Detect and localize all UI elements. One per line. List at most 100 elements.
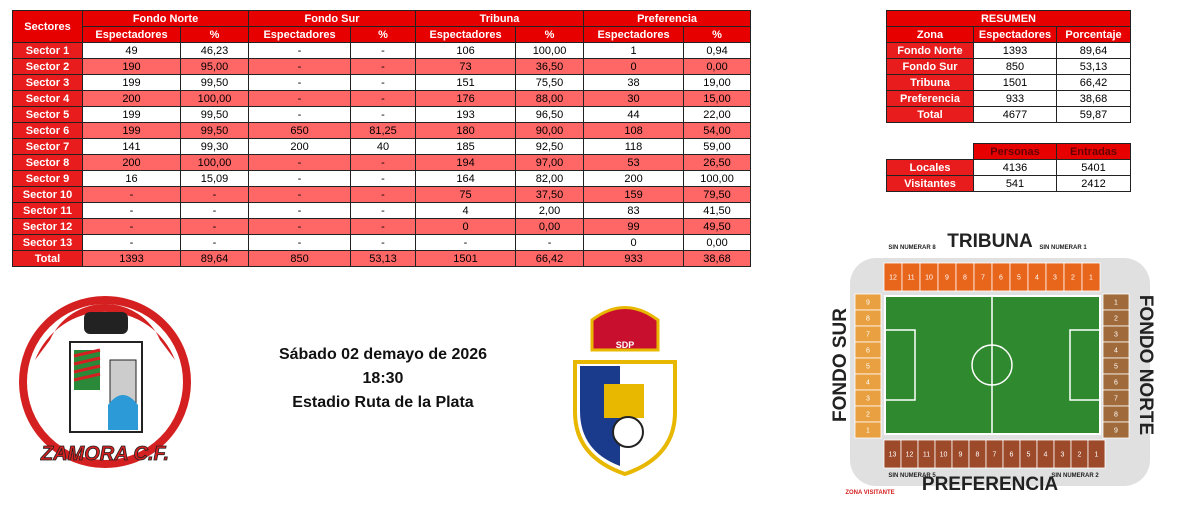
cell: - — [179, 218, 250, 235]
header-row: Personas Entradas — [886, 143, 1131, 160]
cell: - — [350, 234, 417, 251]
header-row: RESUMEN — [886, 10, 1131, 27]
cell: 0 — [583, 234, 685, 251]
sector-number: 7 — [1114, 396, 1118, 403]
row-label: Total — [12, 250, 83, 267]
row-label: Fondo Sur — [886, 58, 974, 75]
cell: 4677 — [973, 106, 1057, 123]
stand-sector — [854, 293, 882, 311]
sector-number: 9 — [866, 300, 870, 307]
stand-sector — [919, 262, 939, 292]
sub-header: Espectadores — [248, 26, 352, 43]
stand-sector — [854, 405, 882, 423]
stand-label: FONDO SUR — [830, 308, 851, 422]
crest-crown — [590, 306, 660, 352]
cell: 30 — [583, 90, 685, 107]
cell: 96,50 — [515, 106, 585, 123]
cell: 49,50 — [683, 218, 752, 235]
cell: 4136 — [973, 159, 1057, 176]
cell: 200 — [82, 154, 181, 171]
cell: - — [82, 234, 181, 251]
stand-sector — [1053, 439, 1072, 469]
cell: 190 — [82, 58, 181, 75]
group-header: Tribuna — [415, 10, 585, 27]
cell: 4 — [415, 202, 517, 219]
sub-header: % — [179, 26, 250, 43]
cell: - — [248, 154, 352, 171]
sector-number: 12 — [906, 452, 914, 459]
match-venue: Estadio Ruta de la Plata — [292, 394, 474, 411]
match-time: 18:30 — [362, 370, 404, 387]
cell: - — [248, 90, 352, 107]
cell: - — [248, 106, 352, 123]
cell: 2,00 — [515, 202, 585, 219]
cell: 37,50 — [515, 186, 585, 203]
cell: 54,00 — [683, 122, 752, 139]
stand-sector — [1087, 439, 1106, 469]
cell: - — [248, 42, 352, 59]
cell: 95,00 — [179, 58, 250, 75]
cell: 100,00 — [515, 42, 585, 59]
row: Preferencia 933 38,68 — [886, 90, 1131, 107]
stand-sector — [883, 262, 903, 292]
cell: 200 — [82, 90, 181, 107]
stand-sector — [1102, 357, 1130, 375]
stand-sector — [1045, 262, 1065, 292]
cell: - — [350, 74, 417, 91]
sector-number: 1 — [1089, 275, 1093, 282]
cell: 99,50 — [179, 74, 250, 91]
header-row: Espectadores% Espectadores% Espectadores% E… — [13, 26, 752, 43]
cell: - — [350, 202, 417, 219]
sector-number: 7 — [866, 332, 870, 339]
stand-sector — [854, 357, 882, 375]
cell: - — [350, 170, 417, 187]
sector-number: 10 — [925, 275, 933, 282]
row: Sector 8 200 100,00- -194 97,00 53 26,50 — [12, 154, 752, 171]
cell: 59,87 — [1056, 106, 1131, 123]
cell: 1393 — [82, 250, 181, 267]
pitch-box — [1069, 329, 1101, 401]
sector-number: 5 — [1027, 452, 1031, 459]
logo-crown — [84, 312, 128, 334]
row: Visitantes 541 2412 — [886, 175, 1131, 192]
crest-castle — [604, 384, 644, 418]
pitch-box — [884, 329, 916, 401]
row-label: Sector 9 — [12, 170, 83, 187]
sub-header: Espectadores — [415, 26, 517, 43]
stand-sector — [1063, 262, 1083, 292]
sector-number: 1 — [1095, 452, 1099, 459]
group-header: Fondo Sur — [248, 10, 417, 27]
logo-band — [35, 303, 175, 360]
stadium-map: TRIBUNA PREFERENCIA FONDO SUR FONDO NORT… — [830, 231, 1156, 496]
sector-number: 4 — [1035, 275, 1039, 282]
cell: 199 — [82, 122, 181, 139]
cell: 38,68 — [683, 250, 752, 267]
sector-table: Sectores Fondo Norte Fondo Sur Tribuna Prefe… — [12, 10, 752, 267]
row-label: Sector 5 — [12, 106, 83, 123]
cell: 108 — [583, 122, 685, 139]
sub-header: Espectadores — [583, 26, 685, 43]
stand-sector — [1102, 421, 1130, 439]
stand-sector — [955, 262, 975, 292]
summary-header: Porcentaje — [1056, 26, 1131, 43]
cell: - — [350, 154, 417, 171]
row-label: Visitantes — [886, 175, 974, 192]
row-label: Sector 1 — [12, 42, 83, 59]
corner-header: Sectores — [12, 10, 83, 43]
sector-number: 2 — [1071, 275, 1075, 282]
cell: 1501 — [415, 250, 517, 267]
match-info: Sábado 02 demayo de 2026 18:30 Estadio R… — [250, 343, 516, 415]
cell: 82,00 — [515, 170, 585, 187]
cell: 1393 — [973, 42, 1057, 59]
cell: 38,68 — [1056, 90, 1131, 107]
cell: 44 — [583, 106, 685, 123]
stand-sector — [901, 262, 921, 292]
attendance-header: Entradas — [1056, 143, 1131, 160]
sector-number: 4 — [866, 380, 870, 387]
logo-shield — [69, 341, 143, 433]
sector-number: 8 — [963, 275, 967, 282]
cell: 73 — [415, 58, 517, 75]
cell: 90,00 — [515, 122, 585, 139]
cell: 53 — [583, 154, 685, 171]
